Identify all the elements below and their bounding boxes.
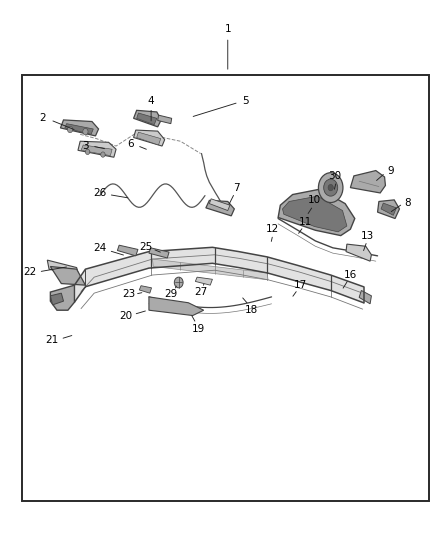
Circle shape — [101, 152, 105, 157]
Polygon shape — [47, 260, 79, 276]
Text: 9: 9 — [387, 166, 394, 175]
Text: 10: 10 — [308, 196, 321, 205]
Polygon shape — [359, 290, 371, 304]
Text: 26: 26 — [93, 188, 106, 198]
Text: 23: 23 — [123, 289, 136, 299]
Circle shape — [324, 179, 338, 196]
Text: 29: 29 — [164, 289, 177, 299]
Polygon shape — [134, 130, 165, 146]
Polygon shape — [137, 132, 161, 145]
Text: 16: 16 — [344, 270, 357, 280]
Circle shape — [318, 173, 343, 203]
Text: 4: 4 — [148, 96, 155, 106]
Circle shape — [328, 184, 333, 191]
Text: 13: 13 — [361, 231, 374, 240]
Polygon shape — [60, 120, 99, 136]
Text: 2: 2 — [39, 114, 46, 123]
Polygon shape — [81, 145, 112, 156]
Polygon shape — [209, 199, 230, 211]
Text: 5: 5 — [242, 96, 249, 106]
Polygon shape — [278, 189, 355, 236]
Circle shape — [67, 126, 73, 133]
Polygon shape — [158, 115, 172, 124]
Polygon shape — [152, 259, 268, 280]
Text: 17: 17 — [294, 280, 307, 290]
Polygon shape — [206, 200, 234, 216]
Polygon shape — [346, 244, 371, 261]
Text: 1: 1 — [224, 25, 231, 34]
Text: 21: 21 — [45, 335, 58, 345]
Text: 25: 25 — [139, 243, 152, 252]
Polygon shape — [378, 200, 399, 219]
Text: 3: 3 — [82, 141, 89, 151]
Polygon shape — [137, 113, 157, 125]
Polygon shape — [50, 293, 64, 305]
Text: 8: 8 — [404, 198, 411, 207]
Text: 7: 7 — [233, 183, 240, 192]
Text: 20: 20 — [120, 311, 133, 320]
Text: 18: 18 — [245, 305, 258, 315]
Polygon shape — [50, 285, 74, 310]
Polygon shape — [74, 247, 364, 303]
Polygon shape — [283, 196, 347, 232]
Polygon shape — [149, 297, 204, 316]
Polygon shape — [381, 203, 396, 215]
Polygon shape — [149, 248, 169, 258]
Polygon shape — [139, 286, 152, 293]
Polygon shape — [78, 141, 116, 157]
Polygon shape — [65, 124, 93, 134]
Text: 24: 24 — [93, 244, 106, 253]
Polygon shape — [350, 171, 385, 193]
Text: 30: 30 — [328, 171, 342, 181]
Circle shape — [85, 149, 90, 155]
Text: 12: 12 — [266, 224, 279, 234]
Text: 6: 6 — [127, 140, 134, 149]
Text: 27: 27 — [194, 287, 207, 297]
Text: 11: 11 — [299, 217, 312, 227]
Bar — [22, 75, 429, 501]
Polygon shape — [50, 266, 85, 285]
Circle shape — [83, 128, 88, 135]
Polygon shape — [195, 277, 212, 285]
Polygon shape — [134, 110, 161, 127]
Text: 19: 19 — [191, 325, 205, 334]
Text: 22: 22 — [23, 267, 36, 277]
Circle shape — [174, 277, 183, 288]
Polygon shape — [117, 245, 138, 256]
